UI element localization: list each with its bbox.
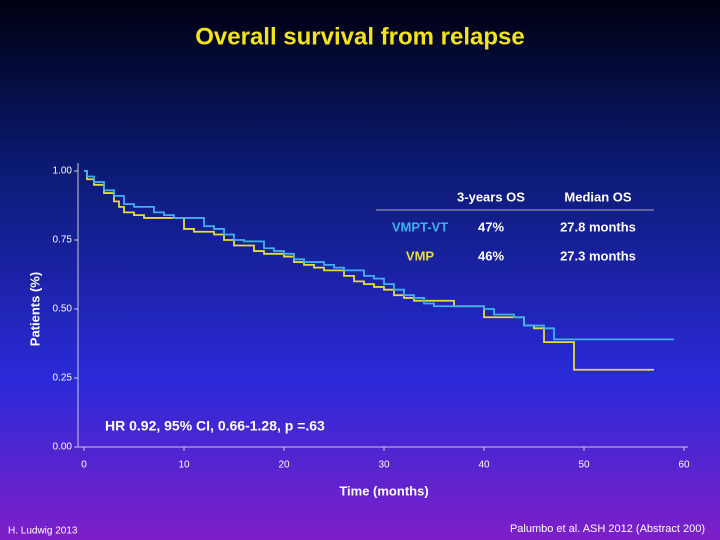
- table-cell: 46%: [478, 248, 504, 263]
- x-tick-label: 0: [81, 460, 87, 471]
- x-axis-label: Time (months): [339, 483, 428, 498]
- table-cell: 27.8 months: [560, 219, 636, 234]
- footer-left: H. Ludwig 2013: [8, 526, 78, 537]
- table-header: Median OS: [564, 189, 632, 204]
- table-cell: 27.3 months: [560, 248, 636, 263]
- x-tick-label: 10: [178, 460, 190, 471]
- y-tick-label: 1.00: [53, 166, 73, 177]
- x-tick-label: 20: [278, 460, 290, 471]
- x-tick-label: 30: [378, 460, 390, 471]
- table-row-label: VMP: [406, 248, 435, 263]
- annotation: HR 0.92, 95% CI, 0.66-1.28, p =.63: [105, 418, 325, 434]
- y-tick-label: 0.00: [53, 442, 73, 453]
- survival-curve: [84, 170, 654, 371]
- chart-title: Overall survival from relapse: [195, 23, 525, 50]
- table-row-label: VMPT-VT: [392, 219, 448, 234]
- x-tick-label: 40: [478, 460, 490, 471]
- x-tick-label: 50: [578, 460, 590, 471]
- footer-right: Palumbo et al. ASH 2012 (Abstract 200): [510, 523, 705, 535]
- x-tick-label: 60: [678, 460, 690, 471]
- survival-curve: [84, 170, 674, 341]
- table-cell: 47%: [478, 219, 504, 234]
- y-tick-label: 0.50: [53, 304, 73, 315]
- y-tick-label: 0.75: [53, 235, 73, 246]
- y-axis-label: Patients (%): [27, 272, 42, 346]
- table-header: 3-years OS: [457, 189, 525, 204]
- y-tick-label: 0.25: [53, 373, 73, 384]
